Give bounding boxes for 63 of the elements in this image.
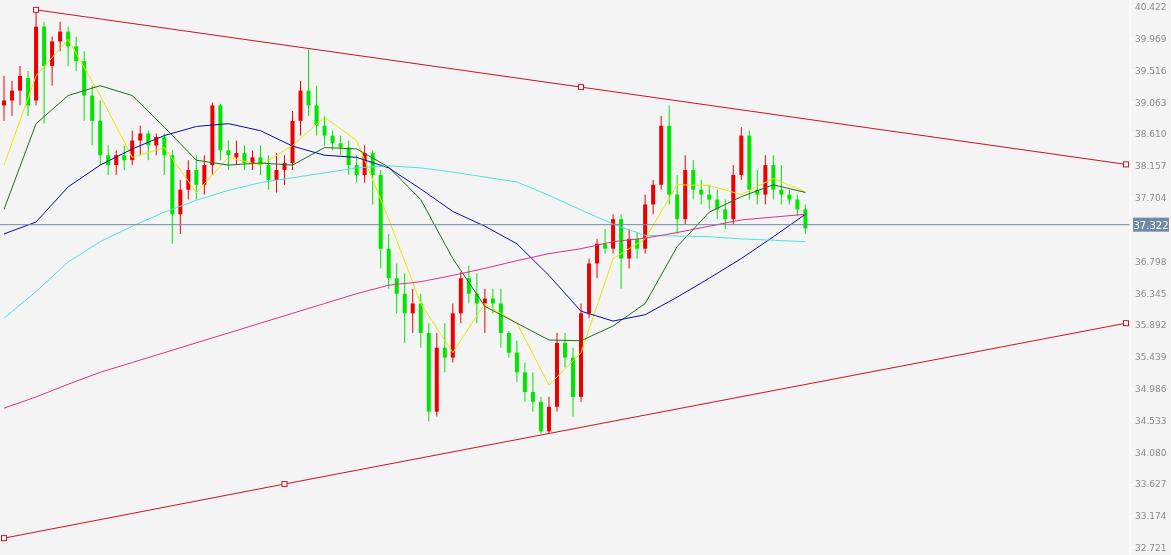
y-tick-label: 38.610 [1135, 129, 1167, 140]
candlestick [442, 322, 447, 373]
ref-line-label: 37.322 [1133, 219, 1169, 231]
line-series [3, 165, 806, 319]
point [1, 535, 8, 542]
y-tick-label: 33.174 [1135, 511, 1167, 522]
candlestick [202, 154, 207, 196]
line-series [3, 85, 806, 342]
candlestick [266, 154, 271, 191]
candlestick [410, 288, 415, 334]
candlestick [306, 48, 311, 117]
candlestick [330, 130, 335, 151]
y-tick-label: 37.704 [1135, 193, 1167, 204]
candlestick [779, 164, 784, 205]
candlestick [522, 362, 527, 403]
y-tick-label: 35.892 [1135, 320, 1167, 331]
candlestick [250, 149, 255, 171]
candlestick [122, 144, 127, 171]
y-tick-label: 34.080 [1135, 447, 1167, 458]
candlestick [562, 332, 567, 368]
point [578, 84, 585, 91]
candlestick [394, 262, 399, 314]
candlestick [274, 152, 279, 193]
candlestick [530, 371, 535, 413]
point [1122, 161, 1129, 168]
candlestick [242, 144, 247, 171]
y-tick-label: 39.063 [1135, 97, 1167, 108]
candlestick [2, 75, 6, 122]
candlestick [10, 80, 15, 117]
candlestick [234, 140, 239, 166]
point [1122, 320, 1129, 327]
candlestick [514, 340, 519, 383]
candlestick [506, 330, 511, 359]
candlestick [194, 154, 199, 201]
candlestick [723, 199, 728, 230]
y-tick-label: 40.422 [1135, 2, 1167, 13]
candlestick [402, 272, 407, 344]
y-tick-label: 34.533 [1135, 415, 1167, 426]
y-tick-label: 34.986 [1135, 383, 1167, 394]
candlestick [338, 135, 343, 156]
y-tick-label: 36.798 [1135, 256, 1167, 267]
candlestick [322, 115, 327, 146]
candlestick [18, 65, 23, 106]
candlestick [691, 159, 696, 201]
point [281, 481, 288, 488]
y-tick-label: 39.516 [1135, 65, 1167, 76]
candlestick [226, 140, 231, 171]
y-tick-label: 36.345 [1135, 288, 1167, 299]
candlestick [603, 228, 608, 255]
candlestick [651, 179, 656, 215]
candlestick [58, 21, 63, 52]
y-tick-label: 39.969 [1135, 33, 1167, 44]
y-tick-label: 38.157 [1135, 161, 1167, 172]
point [33, 6, 40, 13]
line-series [3, 123, 806, 322]
candlestick [699, 179, 704, 205]
candlestick [186, 159, 191, 201]
candlestick [138, 125, 143, 156]
y-tick-label: 32.721 [1135, 543, 1167, 554]
y-tick-label: 33.627 [1135, 479, 1167, 490]
candlestick [314, 85, 319, 137]
y-tick-label: 35.439 [1135, 352, 1167, 363]
candlestick [707, 184, 712, 210]
